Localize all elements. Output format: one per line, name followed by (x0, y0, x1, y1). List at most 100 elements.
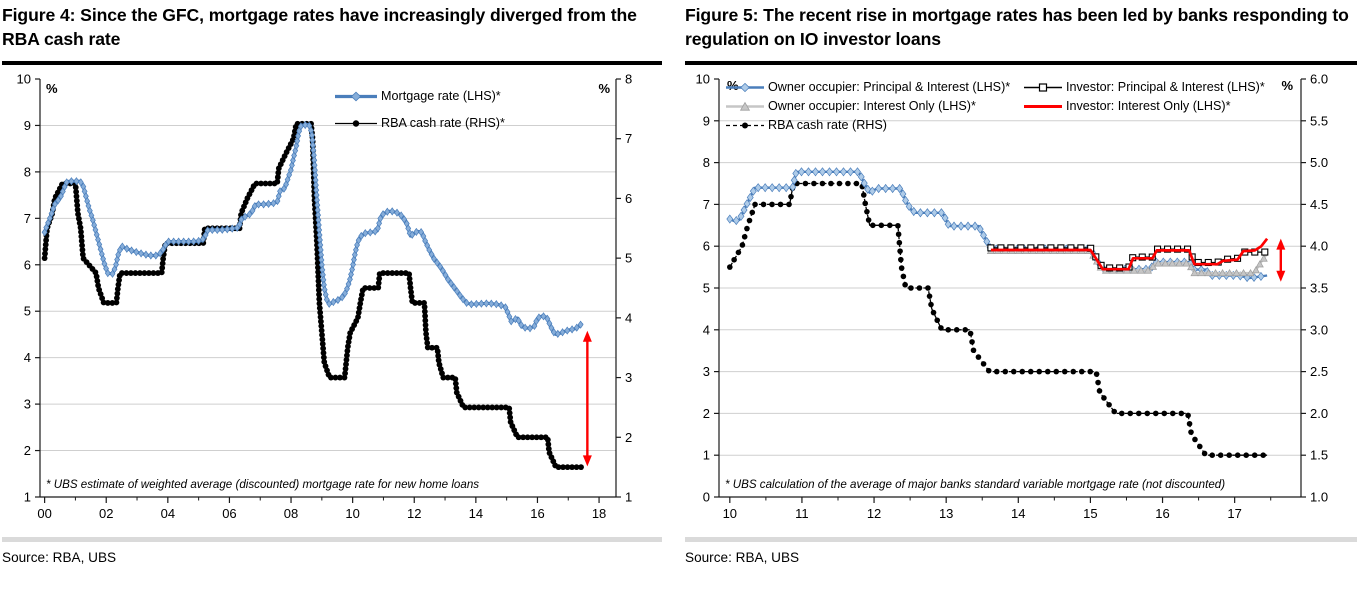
svg-text:04: 04 (161, 506, 175, 521)
svg-text:3: 3 (24, 397, 31, 412)
legend-item-rba-cash-rate: RBA cash rate (RHS) (725, 118, 1013, 132)
svg-text:9: 9 (703, 113, 710, 128)
figure-5-footnote: * UBS calculation of the average of majo… (725, 478, 1226, 492)
svg-text:7: 7 (703, 197, 710, 212)
svg-text:1.5: 1.5 (1310, 448, 1328, 463)
svg-text:8: 8 (24, 165, 31, 180)
figure-4-panel: Figure 4: Since the GFC, mortgage rates … (2, 2, 662, 565)
svg-text:6.0: 6.0 (1310, 72, 1328, 87)
svg-text:9: 9 (24, 118, 31, 133)
legend-item-investor-principal-interest: Investor: Principal & Interest (LHS)* (1023, 80, 1265, 94)
svg-text:7: 7 (625, 131, 632, 146)
legend-label: Investor: Interest Only (LHS)* (1066, 99, 1231, 114)
svg-text:12: 12 (407, 506, 421, 521)
svg-text:3: 3 (625, 370, 632, 385)
figure-5-panel: Figure 5: The recent rise in mortgage ra… (685, 2, 1357, 565)
legend-item-oo-principal-interest: Owner occupier: Principal & Interest (LH… (725, 80, 1013, 94)
svg-text:4: 4 (625, 310, 632, 325)
rba-cash-rate-dashed-line-sample (726, 122, 764, 129)
svg-text:0: 0 (703, 490, 710, 505)
svg-text:00: 00 (37, 506, 51, 521)
figure-5-title: Figure 5: The recent rise in mortgage ra… (685, 5, 1349, 49)
oo-interest-only-line-sample (726, 101, 764, 111)
figure-4-legend: Mortgage rate (LHS)* RBA cash rate (RHS)… (334, 89, 505, 130)
svg-text:10: 10 (696, 72, 710, 87)
svg-text:18: 18 (592, 506, 606, 521)
svg-text:1: 1 (24, 490, 31, 505)
svg-text:13: 13 (939, 506, 953, 521)
svg-text:10: 10 (345, 506, 359, 521)
legend-item-oo-interest-only: Owner occupier: Interest Only (LHS)* (725, 99, 1013, 113)
svg-text:2: 2 (24, 443, 31, 458)
rhs-unit-label: % (1281, 78, 1293, 94)
legend-item-rba-cash-rate: RBA cash rate (RHS)* (334, 116, 505, 130)
figure-5-source: Source: RBA, UBS (685, 550, 800, 566)
figures-row: Figure 4: Since the GFC, mortgage rates … (2, 2, 1357, 565)
investor-principal-interest-line-sample (1024, 83, 1062, 92)
rhs-unit-label: % (598, 81, 610, 97)
svg-text:6: 6 (625, 191, 632, 206)
svg-text:5.5: 5.5 (1310, 113, 1328, 128)
figure-4-top-rule (2, 61, 662, 66)
svg-text:5.0: 5.0 (1310, 155, 1328, 170)
svg-text:17: 17 (1227, 506, 1241, 521)
svg-text:6: 6 (703, 239, 710, 254)
legend-label: Mortgage rate (LHS)* (381, 89, 501, 104)
svg-text:3.5: 3.5 (1310, 281, 1328, 296)
figure-4-bottom-rule (2, 537, 662, 543)
svg-text:16: 16 (1155, 506, 1169, 521)
svg-text:3: 3 (703, 364, 710, 379)
svg-text:6: 6 (24, 257, 31, 272)
svg-text:8: 8 (703, 155, 710, 170)
svg-text:5: 5 (625, 251, 632, 266)
svg-text:1: 1 (625, 490, 632, 505)
svg-text:4: 4 (24, 350, 31, 365)
svg-text:08: 08 (284, 506, 298, 521)
svg-text:2: 2 (625, 430, 632, 445)
figure-5-chart: 0 1 2 3 4 5 6 7 8 9 10 1.0 1.5 2.0 2.5 3.0 3.5 4.0 4.5 5.0 5… (685, 67, 1357, 537)
legend-item-investor-interest-only: Investor: Interest Only (LHS)* (1023, 99, 1265, 113)
svg-text:2.0: 2.0 (1310, 406, 1328, 421)
svg-text:1: 1 (703, 448, 710, 463)
svg-text:5: 5 (703, 281, 710, 296)
mortgage-rate-line-sample (335, 91, 377, 101)
svg-text:1.0: 1.0 (1310, 490, 1328, 505)
svg-text:06: 06 (222, 506, 236, 521)
svg-text:10: 10 (723, 506, 737, 521)
svg-text:14: 14 (1011, 506, 1025, 521)
figure-5-bottom-rule (685, 537, 1357, 543)
legend-item-mortgage-rate: Mortgage rate (LHS)* (334, 89, 505, 103)
svg-text:11: 11 (795, 506, 809, 521)
svg-text:12: 12 (867, 506, 881, 521)
legend-label: RBA cash rate (RHS) (768, 118, 887, 133)
legend-label: RBA cash rate (RHS)* (381, 116, 505, 131)
figure-4-footnote: * UBS estimate of weighted average (disc… (46, 478, 480, 492)
svg-text:14: 14 (469, 506, 483, 521)
lhs-unit-label: % (46, 81, 58, 97)
svg-text:3.0: 3.0 (1310, 322, 1328, 337)
legend-label: Investor: Principal & Interest (LHS)* (1066, 80, 1265, 95)
svg-text:10: 10 (17, 72, 31, 87)
svg-text:4: 4 (703, 322, 710, 337)
figure-5-legend: Owner occupier: Principal & Interest (LH… (725, 80, 1265, 132)
lhs-unit-label: % (727, 78, 739, 94)
figure-4-title: Figure 4: Since the GFC, mortgage rates … (2, 5, 637, 49)
svg-text:2.5: 2.5 (1310, 364, 1328, 379)
svg-text:16: 16 (530, 506, 544, 521)
rba-cash-rate-line-sample (335, 119, 377, 127)
figure-4-chart: 1 2 3 4 5 6 7 8 9 10 1 2 3 4 5 6 7 8 00 02 04 06 08 10 12 14 16 18 … (2, 67, 662, 537)
oo-principal-interest-line-sample (726, 82, 764, 92)
investor-interest-only-line-sample (1024, 104, 1062, 108)
svg-text:15: 15 (1083, 506, 1097, 521)
svg-text:02: 02 (99, 506, 113, 521)
svg-text:2: 2 (703, 406, 710, 421)
svg-text:4.0: 4.0 (1310, 239, 1328, 254)
figure-4-source: Source: RBA, UBS (2, 550, 117, 566)
svg-text:8: 8 (625, 72, 632, 87)
legend-label: Owner occupier: Principal & Interest (LH… (768, 80, 1011, 95)
svg-text:7: 7 (24, 211, 31, 226)
svg-text:5: 5 (24, 304, 31, 319)
figure-5-chart-canvas: 0123456789101.01.52.02.53.03.54.04.55.05… (696, 72, 1329, 522)
figure-5-top-rule (685, 61, 1357, 66)
